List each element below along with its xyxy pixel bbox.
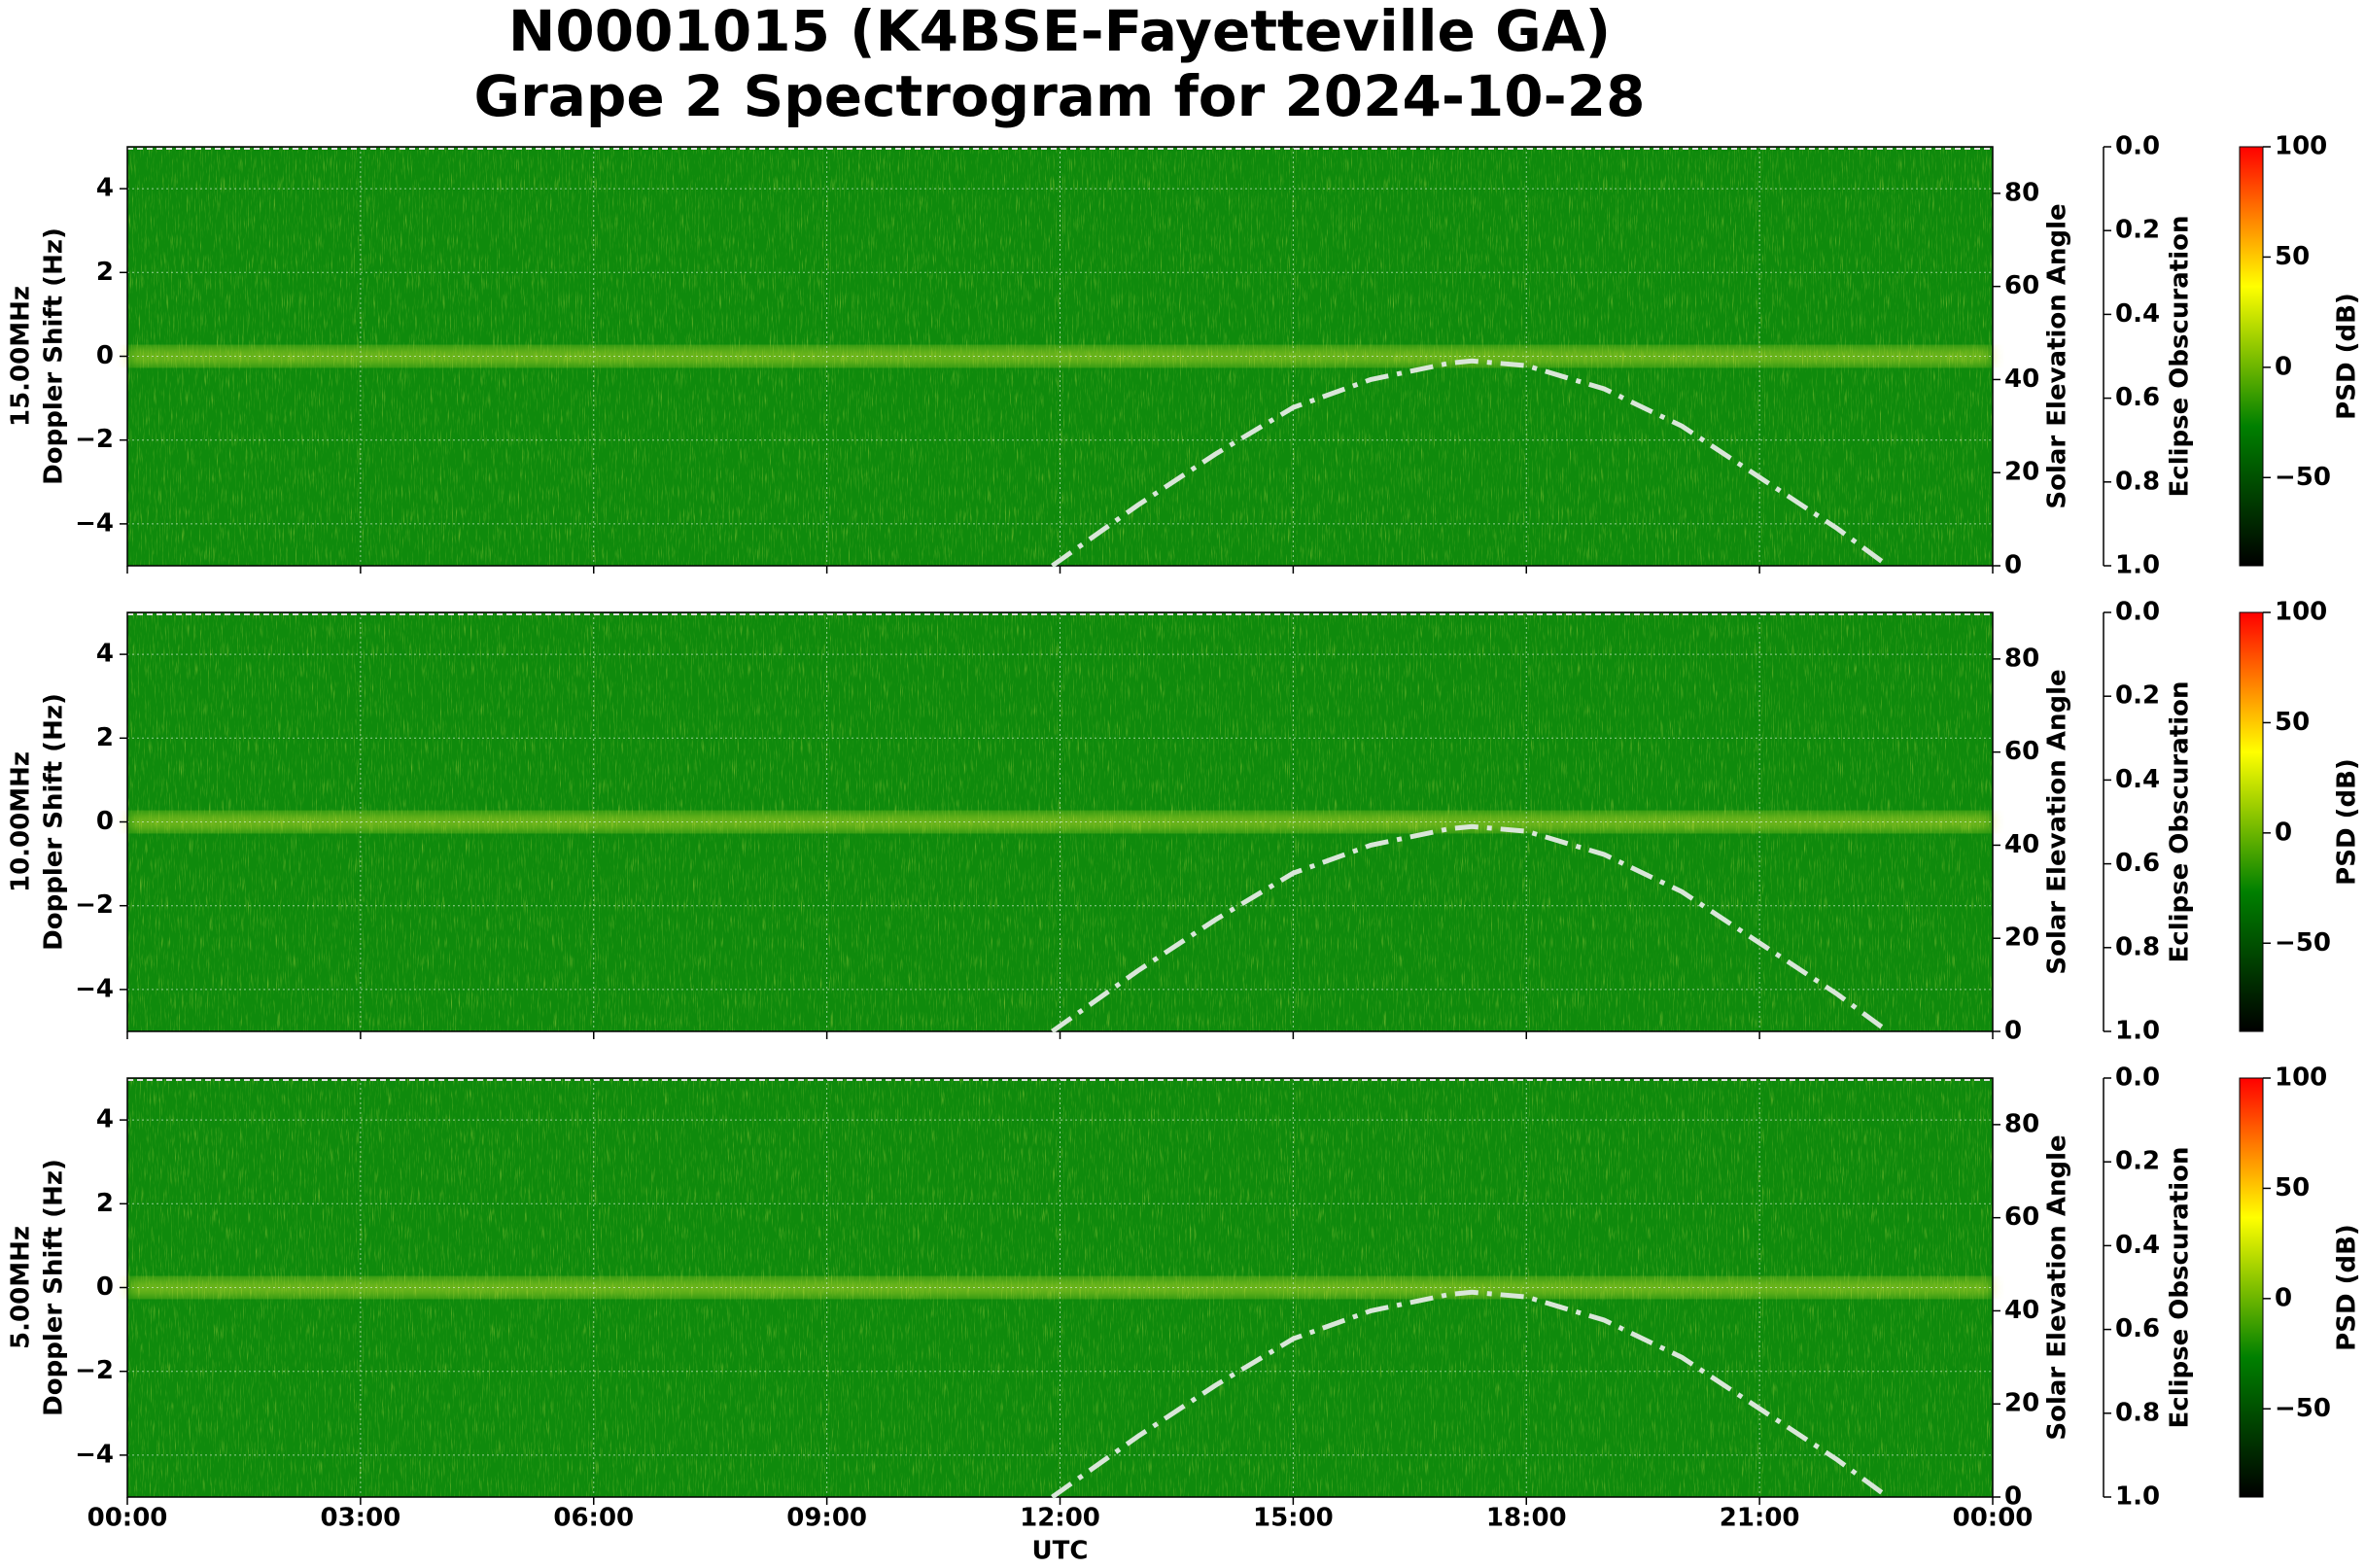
y-tick-label: 4 (96, 174, 114, 203)
y-tick-label: 0 (96, 341, 114, 370)
colorbar (2239, 146, 2264, 567)
colorbar-tick-label: 100 (2275, 132, 2327, 161)
eclipse-tick-label: 0.0 (2115, 132, 2160, 161)
eclipse-axis-label: Eclipse Obscuration (2166, 1147, 2195, 1429)
y-tick-label: −4 (75, 508, 114, 538)
eclipse-tick-label: 0.0 (2115, 598, 2160, 627)
elevation-line (1051, 1289, 1890, 1500)
colorbar-tick-label: 0 (2275, 352, 2292, 381)
x-tick-label: 00:00 (1953, 1504, 2034, 1533)
y-tick-label: 2 (96, 1189, 114, 1218)
colorbar (2239, 611, 2264, 1032)
y-tick-label: −2 (75, 1356, 114, 1385)
y2-tick-label: 40 (2004, 1296, 2039, 1325)
colorbar-tick-label: 0 (2275, 818, 2292, 847)
y2-axis-label: Solar Elevation Angle (2043, 203, 2072, 508)
x-axis-label: UTC (1032, 1537, 1089, 1566)
frequency-label: 5.00MHz (7, 1226, 36, 1349)
y2-tick-label: 80 (2004, 178, 2039, 207)
colorbar-tick-label: −50 (2275, 928, 2331, 958)
y-tick-label: 4 (96, 1105, 114, 1134)
eclipse-tick-label: 0.6 (2115, 383, 2160, 412)
plot-frame (126, 146, 1994, 567)
eclipse-tick-label: 0.8 (2115, 467, 2160, 496)
eclipse-tick-label: 0.4 (2115, 765, 2160, 794)
eclipse-tick-label: 0.2 (2115, 681, 2160, 711)
frequency-label: 10.00MHz (7, 751, 36, 892)
y-tick-label: 0 (96, 807, 114, 836)
y2-tick-label: 40 (2004, 830, 2039, 859)
y2-tick-label: 60 (2004, 737, 2039, 766)
eclipse-tick-label: 0.8 (2115, 932, 2160, 961)
chart-title: N0001015 (K4BSE-Fayetteville GA) (508, 0, 1611, 64)
eclipse-tick-label: 0.6 (2115, 1314, 2160, 1343)
eclipse-tick-label: 1.0 (2115, 551, 2160, 580)
y-tick-label: 2 (96, 723, 114, 752)
y-tick-label: −4 (75, 974, 114, 1003)
elevation-line (1051, 358, 1890, 569)
eclipse-tick-label: 0.2 (2115, 216, 2160, 245)
y2-tick-label: 0 (2004, 1017, 2022, 1046)
y2-tick-label: 80 (2004, 644, 2039, 673)
eclipse-axis-label: Eclipse Obscuration (2166, 216, 2195, 498)
frequency-label: 15.00MHz (7, 286, 36, 427)
x-tick-label: 18:00 (1486, 1504, 1567, 1533)
colorbar-label: PSD (dB) (2333, 1224, 2362, 1351)
y-tick-label: 0 (96, 1272, 114, 1302)
x-tick-label: 15:00 (1253, 1504, 1334, 1533)
y2-tick-label: 60 (2004, 271, 2039, 300)
y2-tick-label: 20 (2004, 458, 2039, 487)
y-tick-label: 2 (96, 258, 114, 287)
y2-axis-label: Solar Elevation Angle (2043, 1134, 2072, 1440)
colorbar-tick-label: 50 (2275, 242, 2310, 271)
x-tick-label: 12:00 (1020, 1504, 1100, 1533)
y-tick-label: −2 (75, 425, 114, 454)
colorbar-tick-label: 0 (2275, 1283, 2292, 1312)
y2-tick-label: 20 (2004, 923, 2039, 953)
chart-subtitle: Grape 2 Spectrogram for 2024-10-28 (474, 63, 1646, 129)
y-axis-label: Doppler Shift (Hz) (40, 227, 69, 485)
y2-tick-label: 80 (2004, 1109, 2039, 1138)
x-tick-label: 06:00 (553, 1504, 634, 1533)
x-tick-label: 00:00 (87, 1504, 168, 1533)
colorbar-label: PSD (dB) (2333, 293, 2362, 420)
y-tick-label: −2 (75, 890, 114, 920)
colorbar-tick-label: −50 (2275, 1394, 2331, 1423)
y2-tick-label: 0 (2004, 551, 2022, 580)
colorbar (2239, 1077, 2264, 1498)
colorbar-tick-label: 100 (2275, 598, 2327, 627)
y2-tick-label: 20 (2004, 1389, 2039, 1418)
plot-frame (126, 611, 1994, 1032)
colorbar-tick-label: 100 (2275, 1063, 2327, 1093)
eclipse-axis-label: Eclipse Obscuration (2166, 681, 2195, 963)
colorbar-tick-label: −50 (2275, 463, 2331, 492)
y-tick-label: 4 (96, 640, 114, 669)
eclipse-tick-label: 0.6 (2115, 849, 2160, 878)
eclipse-tick-label: 0.4 (2115, 1231, 2160, 1260)
colorbar-tick-label: 50 (2275, 708, 2310, 737)
eclipse-tick-label: 0.2 (2115, 1147, 2160, 1176)
eclipse-tick-label: 0.8 (2115, 1398, 2160, 1427)
y2-axis-label: Solar Elevation Angle (2043, 669, 2072, 974)
y-axis-label: Doppler Shift (Hz) (40, 693, 69, 951)
eclipse-tick-label: 0.0 (2115, 1063, 2160, 1093)
colorbar-tick-label: 50 (2275, 1173, 2310, 1202)
y2-tick-label: 60 (2004, 1202, 2039, 1232)
eclipse-tick-label: 1.0 (2115, 1482, 2160, 1512)
eclipse-tick-label: 0.4 (2115, 299, 2160, 329)
x-tick-label: 09:00 (786, 1504, 867, 1533)
y2-tick-label: 40 (2004, 365, 2039, 394)
x-tick-label: 03:00 (320, 1504, 400, 1533)
x-tick-label: 21:00 (1720, 1504, 1800, 1533)
elevation-line (1051, 823, 1890, 1034)
eclipse-tick-label: 1.0 (2115, 1017, 2160, 1046)
plot-frame (126, 1077, 1994, 1498)
y-axis-label: Doppler Shift (Hz) (40, 1159, 69, 1416)
colorbar-label: PSD (dB) (2333, 758, 2362, 886)
y2-tick-label: 0 (2004, 1482, 2022, 1512)
y-tick-label: −4 (75, 1440, 114, 1469)
